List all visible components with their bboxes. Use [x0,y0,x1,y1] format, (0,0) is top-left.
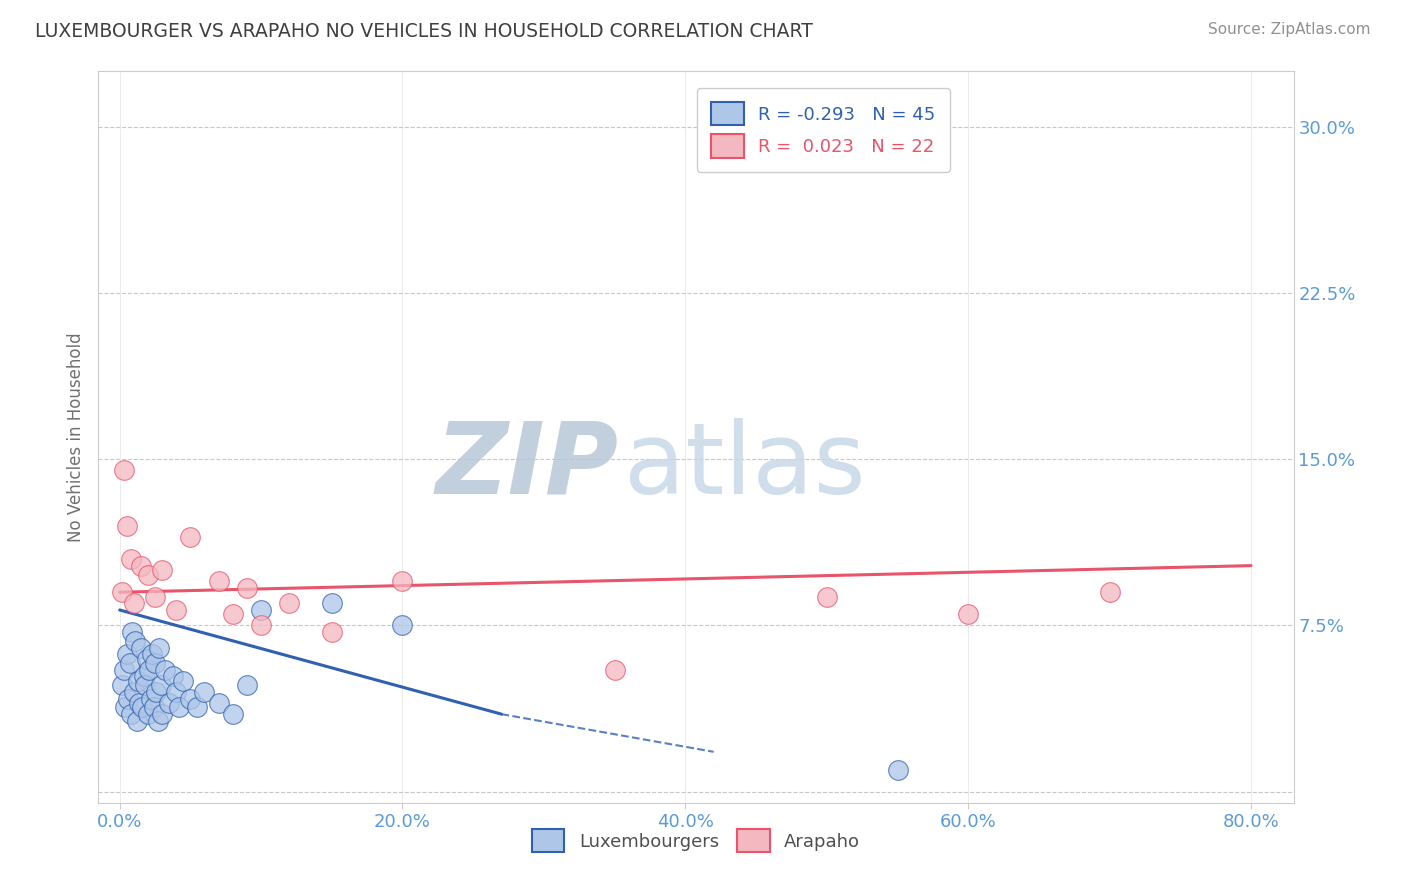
Point [222,607,245,622]
Text: LUXEMBOURGER VS ARAPAHO NO VEHICLES IN HOUSEHOLD CORRELATION CHART: LUXEMBOURGER VS ARAPAHO NO VEHICLES IN H… [35,22,813,41]
Point [122,685,145,699]
Point [141,648,163,662]
Point [193,685,215,699]
Legend: Luxembourgers, Arapaho: Luxembourgers, Arapaho [524,822,868,860]
Point [321,596,343,610]
Point [815,590,838,604]
Point [128,696,150,710]
Point [278,596,301,610]
Point [146,714,169,728]
Point [208,574,231,589]
Point [165,685,187,699]
Point [179,530,201,544]
Point [129,558,152,573]
Point [165,603,187,617]
Point [208,696,231,710]
Point [143,590,166,604]
Point [114,700,136,714]
Y-axis label: No Vehicles in Household: No Vehicles in Household [66,332,84,542]
Point [127,673,149,688]
Point [111,585,134,599]
Point [122,596,145,610]
Point [250,618,273,632]
Point [179,691,201,706]
Point [139,691,162,706]
Point [167,700,190,714]
Point [115,648,138,662]
Text: ZIP: ZIP [436,417,619,515]
Point [236,678,259,692]
Point [112,463,135,477]
Point [157,696,180,710]
Point [120,707,142,722]
Point [162,669,184,683]
Point [135,651,157,665]
Point [391,574,413,589]
Point [121,625,143,640]
Point [118,656,141,670]
Point [132,669,155,683]
Point [136,707,159,722]
Text: atlas: atlas [624,417,866,515]
Point [115,518,138,533]
Point [250,603,273,617]
Point [153,663,176,677]
Point [149,678,172,692]
Point [391,618,413,632]
Point [136,567,159,582]
Text: Source: ZipAtlas.com: Source: ZipAtlas.com [1208,22,1371,37]
Point [125,714,148,728]
Point [142,700,165,714]
Point [172,673,194,688]
Point [131,700,153,714]
Point [112,663,135,677]
Point [186,700,208,714]
Point [222,707,245,722]
Point [321,625,343,640]
Point [134,678,156,692]
Point [111,678,134,692]
Point [120,552,142,566]
Point [148,640,170,655]
Point [145,685,167,699]
Point [1098,585,1121,599]
Point [129,640,152,655]
Point [138,663,160,677]
Point [603,663,626,677]
Point [143,656,166,670]
Point [236,581,259,595]
Point [150,707,173,722]
Point [117,691,139,706]
Point [124,634,146,648]
Point [886,763,908,777]
Point [150,563,173,577]
Point [957,607,980,622]
